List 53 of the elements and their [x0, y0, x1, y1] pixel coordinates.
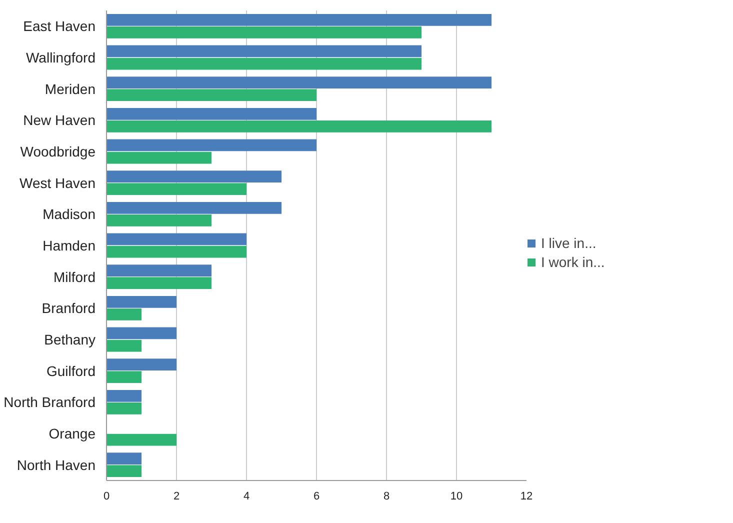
legend-label: I live in... — [541, 235, 596, 251]
bar — [106, 340, 142, 352]
bar — [106, 358, 176, 371]
x-tick-label: 8 — [383, 490, 390, 502]
y-tick-label: Wallingford — [26, 50, 96, 66]
bar — [106, 120, 492, 132]
bar — [106, 390, 142, 402]
y-tick-label: Bethany — [44, 332, 96, 348]
y-tick-label: East Haven — [23, 18, 96, 34]
y-tick-label: Madison — [42, 206, 96, 222]
bar — [106, 89, 316, 102]
y-tick-label: Guilford — [46, 362, 96, 379]
x-tick-label: 0 — [103, 490, 110, 502]
y-tick-label: Milford — [53, 268, 96, 285]
y-tick-label: Hamden — [42, 238, 96, 254]
bar — [106, 108, 316, 120]
bar — [106, 26, 422, 38]
y-tick-label: Meriden — [44, 80, 96, 97]
bar — [106, 139, 316, 152]
bar — [106, 246, 246, 258]
y-tick-label: West Haven — [20, 174, 96, 191]
bar — [106, 308, 142, 320]
legend-label: I work in... — [541, 254, 605, 270]
x-tick-label: 6 — [313, 490, 320, 502]
bar — [106, 45, 422, 58]
bar — [106, 14, 492, 26]
bar — [106, 434, 176, 446]
bar — [106, 465, 142, 478]
y-tick-label: Woodbridge — [20, 144, 96, 160]
bar — [106, 277, 212, 290]
y-tick-label: Orange — [48, 426, 96, 442]
bar — [106, 170, 282, 183]
bar — [106, 76, 492, 89]
y-tick-label: Branford — [42, 300, 96, 316]
bar — [106, 327, 176, 340]
bar — [106, 202, 282, 214]
bar — [106, 152, 212, 164]
bar — [106, 402, 142, 414]
y-tick-label: North Branford — [4, 394, 96, 410]
bar — [106, 296, 176, 308]
x-tick-label: 4 — [243, 490, 250, 502]
bar — [106, 214, 212, 226]
x-tick-label: 2 — [173, 490, 180, 502]
bar — [106, 371, 142, 384]
y-tick-label: New Haven — [23, 112, 96, 128]
bar — [106, 58, 422, 70]
bar — [106, 233, 246, 246]
bar — [106, 264, 212, 277]
bar — [106, 183, 246, 196]
x-tick-label: 10 — [450, 490, 463, 502]
bar — [106, 452, 142, 465]
x-tick-label: 12 — [520, 490, 533, 502]
y-tick-label: North Haven — [16, 456, 96, 473]
